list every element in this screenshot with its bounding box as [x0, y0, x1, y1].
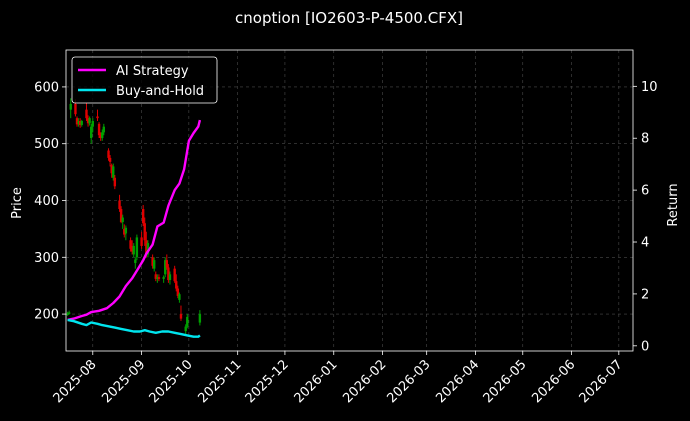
- return-lines: [67, 119, 202, 338]
- candle-body: [121, 217, 124, 223]
- legend: AI Strategy Buy-and-Hold: [71, 56, 218, 104]
- candle-body: [80, 120, 83, 125]
- candle-body: [167, 267, 170, 281]
- candle-body: [107, 150, 110, 158]
- candle-body: [113, 177, 117, 187]
- y-tick-label-left: 400: [34, 194, 59, 209]
- candle-body: [69, 103, 72, 110]
- candle-body: [75, 118, 79, 125]
- candle-body: [178, 294, 181, 300]
- y-tick-label-right: 2: [641, 287, 649, 302]
- candle-body: [132, 245, 135, 255]
- candle-body: [123, 228, 126, 235]
- candle-body: [135, 237, 139, 258]
- candle-body: [129, 240, 132, 249]
- candle-body: [165, 260, 168, 268]
- legend-label-ai-strategy: AI Strategy: [116, 64, 189, 79]
- candle-body: [140, 237, 143, 246]
- candle-body: [91, 120, 94, 127]
- candle-body: [164, 260, 167, 275]
- candle-body: [85, 109, 88, 119]
- candle-body: [162, 277, 165, 279]
- candle-body: [145, 240, 148, 255]
- candle-body: [179, 314, 183, 319]
- candle-body: [66, 313, 69, 316]
- candle-body: [86, 118, 90, 124]
- legend-box: [71, 56, 218, 104]
- candle-body: [96, 116, 99, 119]
- y-tick-label-right: 6: [641, 184, 649, 199]
- candle-body: [88, 118, 91, 124]
- candle-body: [154, 274, 157, 279]
- y-axis-label-right: Return: [666, 183, 681, 226]
- buy-and-hold-line: [67, 318, 201, 338]
- candle-body: [151, 257, 154, 266]
- candle-body: [146, 243, 150, 255]
- candle-body: [186, 316, 189, 327]
- candle-body: [67, 312, 71, 314]
- candle-body: [90, 126, 93, 139]
- y-tick-label-right: 8: [641, 132, 649, 147]
- candle-body: [141, 209, 145, 224]
- candle-body: [153, 260, 156, 269]
- candle-body: [175, 281, 178, 289]
- candle-body: [168, 274, 172, 281]
- candle-body: [157, 277, 161, 279]
- candle-body: [118, 200, 121, 210]
- candle-body: [112, 166, 115, 178]
- y-tick-label-left: 200: [34, 308, 59, 323]
- candle-body: [134, 259, 137, 263]
- candle-body: [77, 120, 80, 124]
- candle-body: [143, 223, 146, 241]
- y-tick-label-right: 10: [641, 80, 658, 95]
- candle-body: [99, 135, 102, 139]
- candle-body: [110, 165, 113, 174]
- candle-body: [97, 123, 101, 136]
- legend-label-buy-and-hold: Buy-and-Hold: [116, 84, 204, 99]
- candle-body: [78, 120, 82, 125]
- candle-body: [124, 227, 128, 234]
- y-tick-label-right: 4: [641, 236, 649, 251]
- candle-body: [173, 268, 176, 282]
- candle-body: [130, 245, 134, 252]
- candle-body: [176, 288, 180, 296]
- candle-body: [119, 209, 123, 223]
- candle-body: [184, 326, 187, 332]
- ai-strategy-line: [67, 119, 202, 322]
- candle-body: [108, 157, 112, 162]
- candle-body: [102, 126, 105, 133]
- candle-body: [156, 277, 159, 279]
- y-axis-label-left: Price: [10, 187, 25, 219]
- y-tick-label-left: 600: [34, 80, 59, 95]
- candle-body: [74, 103, 77, 115]
- candlesticks: [66, 98, 202, 336]
- y-tick-label-right: 0: [641, 339, 649, 354]
- y-tick-label-left: 300: [34, 251, 59, 266]
- y-tick-label-left: 500: [34, 137, 59, 152]
- chart-title: cnoption [IO2603-P-4500.CFX]: [235, 9, 463, 27]
- candle-body: [101, 132, 104, 139]
- candle-body: [198, 314, 202, 323]
